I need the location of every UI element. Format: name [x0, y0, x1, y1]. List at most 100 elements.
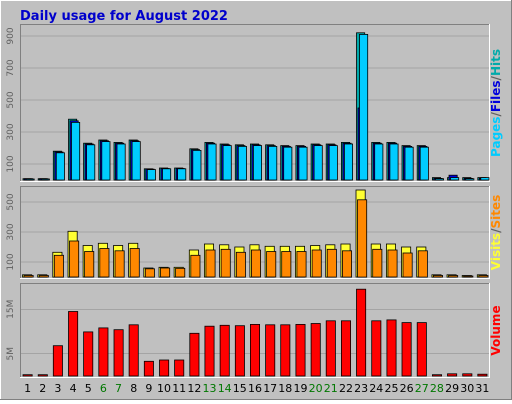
legend-volume: Volume — [489, 305, 503, 355]
bar-pages-day-20 — [313, 145, 323, 181]
bar-pages-day-31 — [480, 177, 490, 181]
y-tick-label: 500 — [6, 193, 16, 210]
bar-pages-day-7 — [116, 143, 126, 181]
bar-volume-day-19 — [295, 323, 306, 377]
bar-volume-day-30 — [462, 373, 473, 377]
legend-text: Pages/Files/Hits — [489, 49, 503, 157]
x-tick-label-13: 13 — [203, 382, 217, 395]
x-tick-label-26: 26 — [400, 382, 414, 395]
bar-sites-day-27 — [417, 250, 428, 278]
bar-volume-day-31 — [477, 373, 488, 377]
bar-volume-day-2 — [37, 374, 48, 377]
bar-volume-day-7 — [113, 329, 124, 377]
x-tick-label-22: 22 — [339, 382, 353, 395]
legend-text: Volume — [489, 305, 503, 355]
panel-visits-sites: 100 300 500 Visits/Sites — [6, 186, 503, 279]
bar-sites-day-16 — [250, 249, 261, 278]
x-tick-label-15: 15 — [233, 382, 247, 395]
bar-sites-day-18 — [281, 251, 292, 278]
bar-volume-day-17 — [265, 324, 276, 377]
chart-title: Daily usage for August 2022 — [20, 9, 228, 24]
bar-volume-day-20 — [310, 323, 321, 377]
x-tick-label-28: 28 — [430, 382, 444, 395]
x-tick-label-3: 3 — [54, 382, 61, 395]
bar-volume-day-13 — [204, 325, 215, 377]
bar-sites-day-6 — [99, 248, 110, 278]
x-tick-label-4: 4 — [70, 382, 77, 395]
legend-text: Visits/Sites — [489, 195, 503, 271]
bar-sites-day-29 — [448, 275, 459, 278]
x-tick-label-11: 11 — [172, 382, 186, 395]
bar-sites-day-4 — [69, 240, 80, 278]
bar-volume-day-18 — [280, 324, 291, 377]
x-tick-label-14: 14 — [218, 382, 232, 395]
x-tick-label-12: 12 — [187, 382, 201, 395]
y-tick-label: 300 — [6, 123, 16, 140]
legend-visits: Visits — [489, 233, 503, 270]
y-tick-label: 5M — [6, 347, 16, 361]
bar-pages-day-8 — [131, 141, 141, 181]
bar-pages-day-5 — [86, 144, 96, 181]
bar-sites-day-12 — [190, 254, 201, 278]
bar-pages-day-29 — [450, 177, 460, 181]
y-tick-label: 100 — [6, 253, 16, 270]
bar-pages-day-4 — [71, 122, 81, 181]
bar-volume-day-26 — [401, 322, 412, 377]
bar-sites-day-28 — [432, 275, 443, 278]
x-tick-label-2: 2 — [39, 382, 46, 395]
y-tick-label: 100 — [6, 155, 16, 172]
legend-separator: / — [489, 112, 503, 117]
bar-pages-day-17 — [268, 145, 278, 181]
bar-volume-day-4 — [68, 311, 79, 377]
bar-sites-day-7 — [114, 250, 125, 278]
x-tick-label-8: 8 — [130, 382, 137, 395]
bar-pages-day-21 — [328, 145, 338, 181]
bar-pages-day-26 — [404, 146, 414, 181]
legend-hits: Hits — [489, 49, 503, 76]
bar-pages-day-13 — [207, 143, 217, 181]
bar-sites-day-9 — [144, 268, 155, 278]
x-tick-label-31: 31 — [475, 382, 489, 395]
x-tick-label-24: 24 — [369, 382, 383, 395]
x-tick-label-9: 9 — [145, 382, 152, 395]
bar-sites-day-1 — [23, 275, 34, 278]
bar-sites-day-8 — [129, 248, 140, 278]
x-tick-label-18: 18 — [278, 382, 292, 395]
x-tick-label-29: 29 — [445, 382, 459, 395]
bar-pages-day-11 — [177, 168, 187, 181]
bar-volume-day-27 — [416, 322, 427, 377]
bar-pages-day-9 — [146, 169, 156, 181]
bar-sites-day-19 — [296, 251, 307, 278]
bar-sites-day-24 — [372, 248, 383, 278]
x-tick-label-17: 17 — [263, 382, 277, 395]
bar-sites-day-14 — [220, 248, 231, 278]
y-tick-label: 900 — [6, 27, 16, 44]
y-tick-label: 500 — [6, 91, 16, 108]
bar-sites-day-21 — [326, 248, 337, 278]
bar-sites-day-31 — [478, 275, 489, 278]
bar-volume-day-12 — [189, 332, 200, 377]
legend-files: Files — [489, 80, 503, 112]
y-tick-label: 15M — [6, 300, 16, 319]
legend-separator: / — [489, 228, 503, 233]
bar-sites-day-2 — [38, 275, 49, 278]
y-tick-label: 700 — [6, 59, 16, 76]
bar-volume-day-9 — [143, 360, 154, 377]
x-tick-label-5: 5 — [85, 382, 92, 395]
bar-volume-day-28 — [431, 374, 442, 377]
bar-pages-day-15 — [237, 145, 247, 181]
legend-volume: Volume — [489, 305, 503, 355]
bar-pages-day-27 — [419, 146, 429, 181]
bar-sites-day-17 — [266, 251, 277, 278]
bar-pages-day-25 — [389, 143, 399, 181]
bar-volume-day-24 — [371, 320, 382, 377]
legend-sites: Sites — [489, 195, 503, 229]
bar-sites-day-5 — [84, 251, 95, 278]
panel-volume: 5M 15M Volume — [6, 283, 503, 378]
bar-sites-day-13 — [205, 249, 216, 278]
bar-sites-day-26 — [402, 252, 413, 278]
bar-volume-day-11 — [174, 359, 185, 377]
